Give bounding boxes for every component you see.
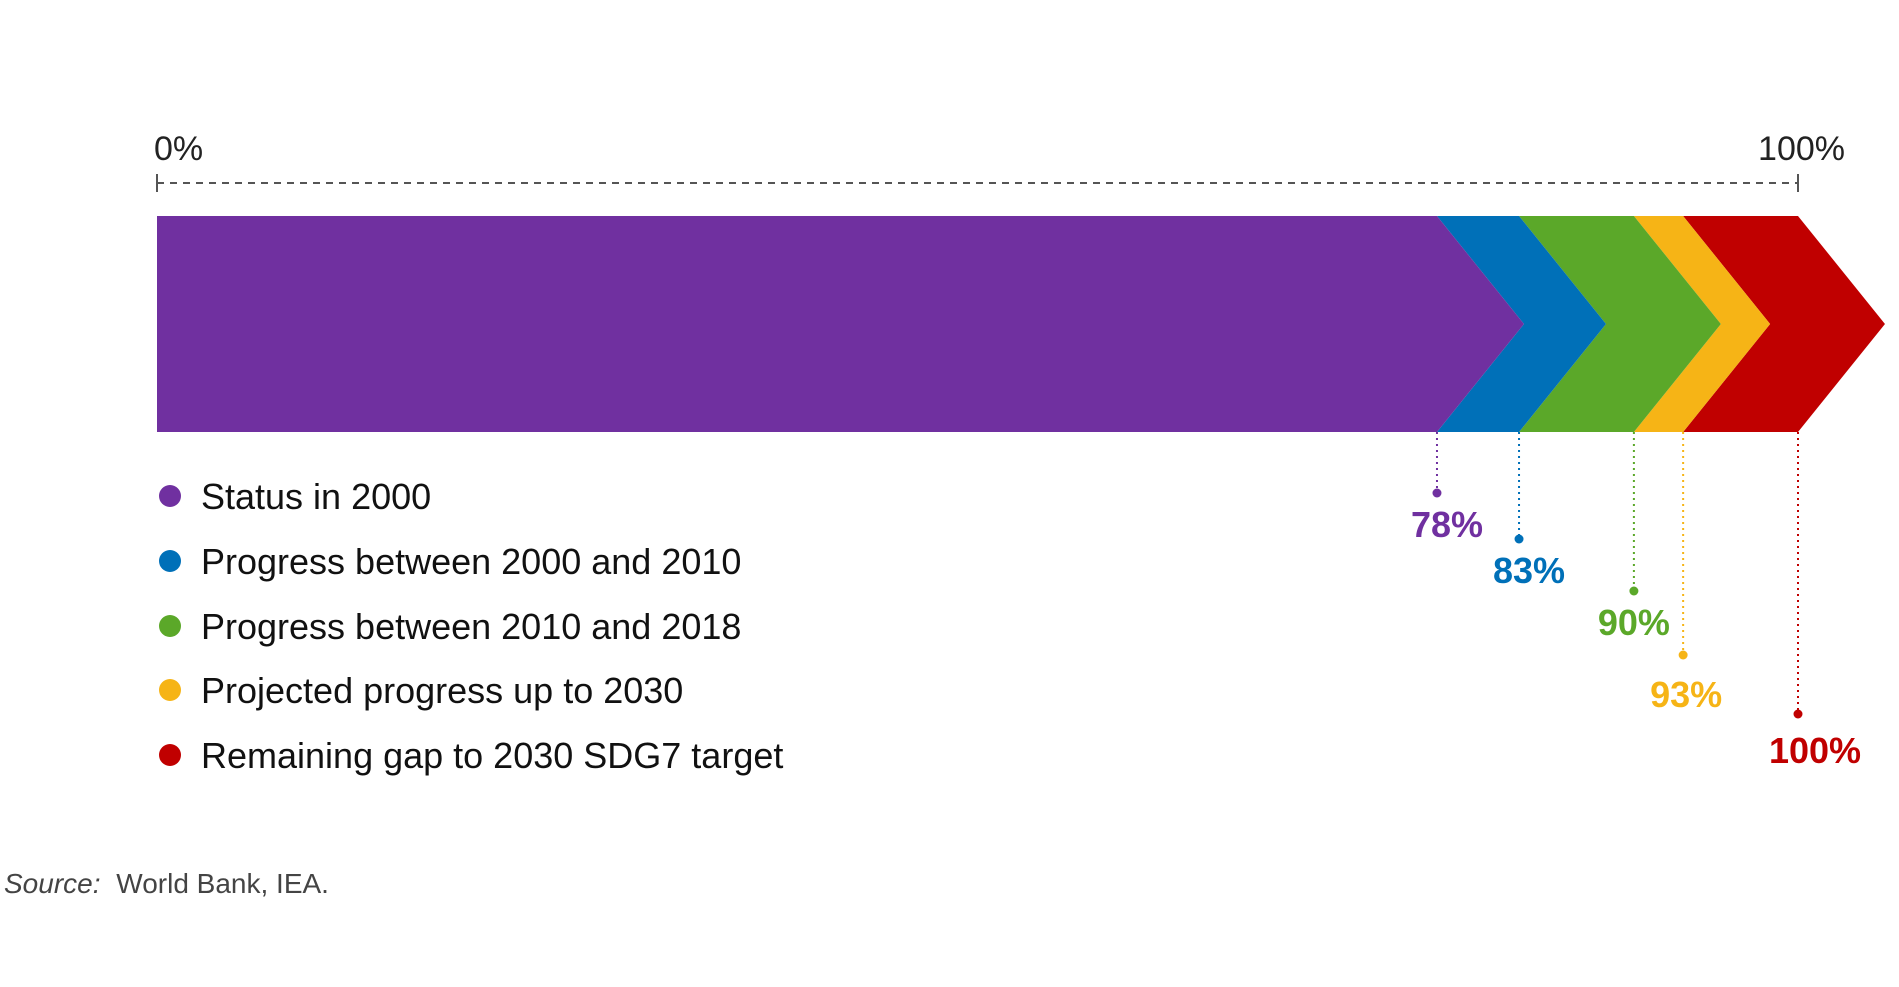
value-leader-dot — [1514, 534, 1524, 544]
bar-segment — [1519, 216, 1721, 432]
source-note: Source: World Bank, IEA. — [4, 868, 329, 899]
value-label: 78% — [1411, 504, 1483, 545]
legend-swatch — [159, 485, 181, 507]
value-label: 93% — [1650, 674, 1722, 715]
bar-segment — [1683, 216, 1885, 432]
legend-label: Remaining gap to 2030 SDG7 target — [201, 735, 783, 776]
value-leader-dot — [1432, 488, 1442, 498]
bar-segment — [157, 216, 1524, 432]
legend-label: Progress between 2010 and 2018 — [201, 606, 741, 647]
value-leader-dot — [1793, 709, 1803, 719]
legend-label: Progress between 2000 and 2010 — [201, 541, 741, 582]
source-text: World Bank, IEA. — [116, 868, 329, 899]
axis-label-end: 100% — [1758, 130, 1845, 168]
value-leader-dot — [1629, 586, 1639, 596]
bar-segments — [157, 216, 1885, 432]
source-prefix: Source: — [4, 868, 101, 899]
bar-segment — [1436, 216, 1607, 432]
legend: Status in 2000 Progress between 2000 and … — [159, 476, 783, 776]
value-label: 83% — [1493, 550, 1565, 591]
bar-segment — [1633, 216, 1771, 432]
axis-label-start: 0% — [154, 130, 203, 168]
value-label: 100% — [1769, 730, 1861, 771]
legend-label: Projected progress up to 2030 — [201, 670, 683, 711]
value-label: 90% — [1598, 602, 1670, 643]
legend-label: Status in 2000 — [201, 476, 431, 517]
legend-swatch — [159, 744, 181, 766]
legend-swatch — [159, 550, 181, 572]
legend-swatch — [159, 679, 181, 701]
value-leader-dot — [1678, 650, 1688, 660]
value-leaders: 78%83% 90% 93% 100% — [1411, 432, 1861, 771]
axis: 0% 100% — [154, 130, 1845, 192]
legend-swatch — [159, 615, 181, 637]
